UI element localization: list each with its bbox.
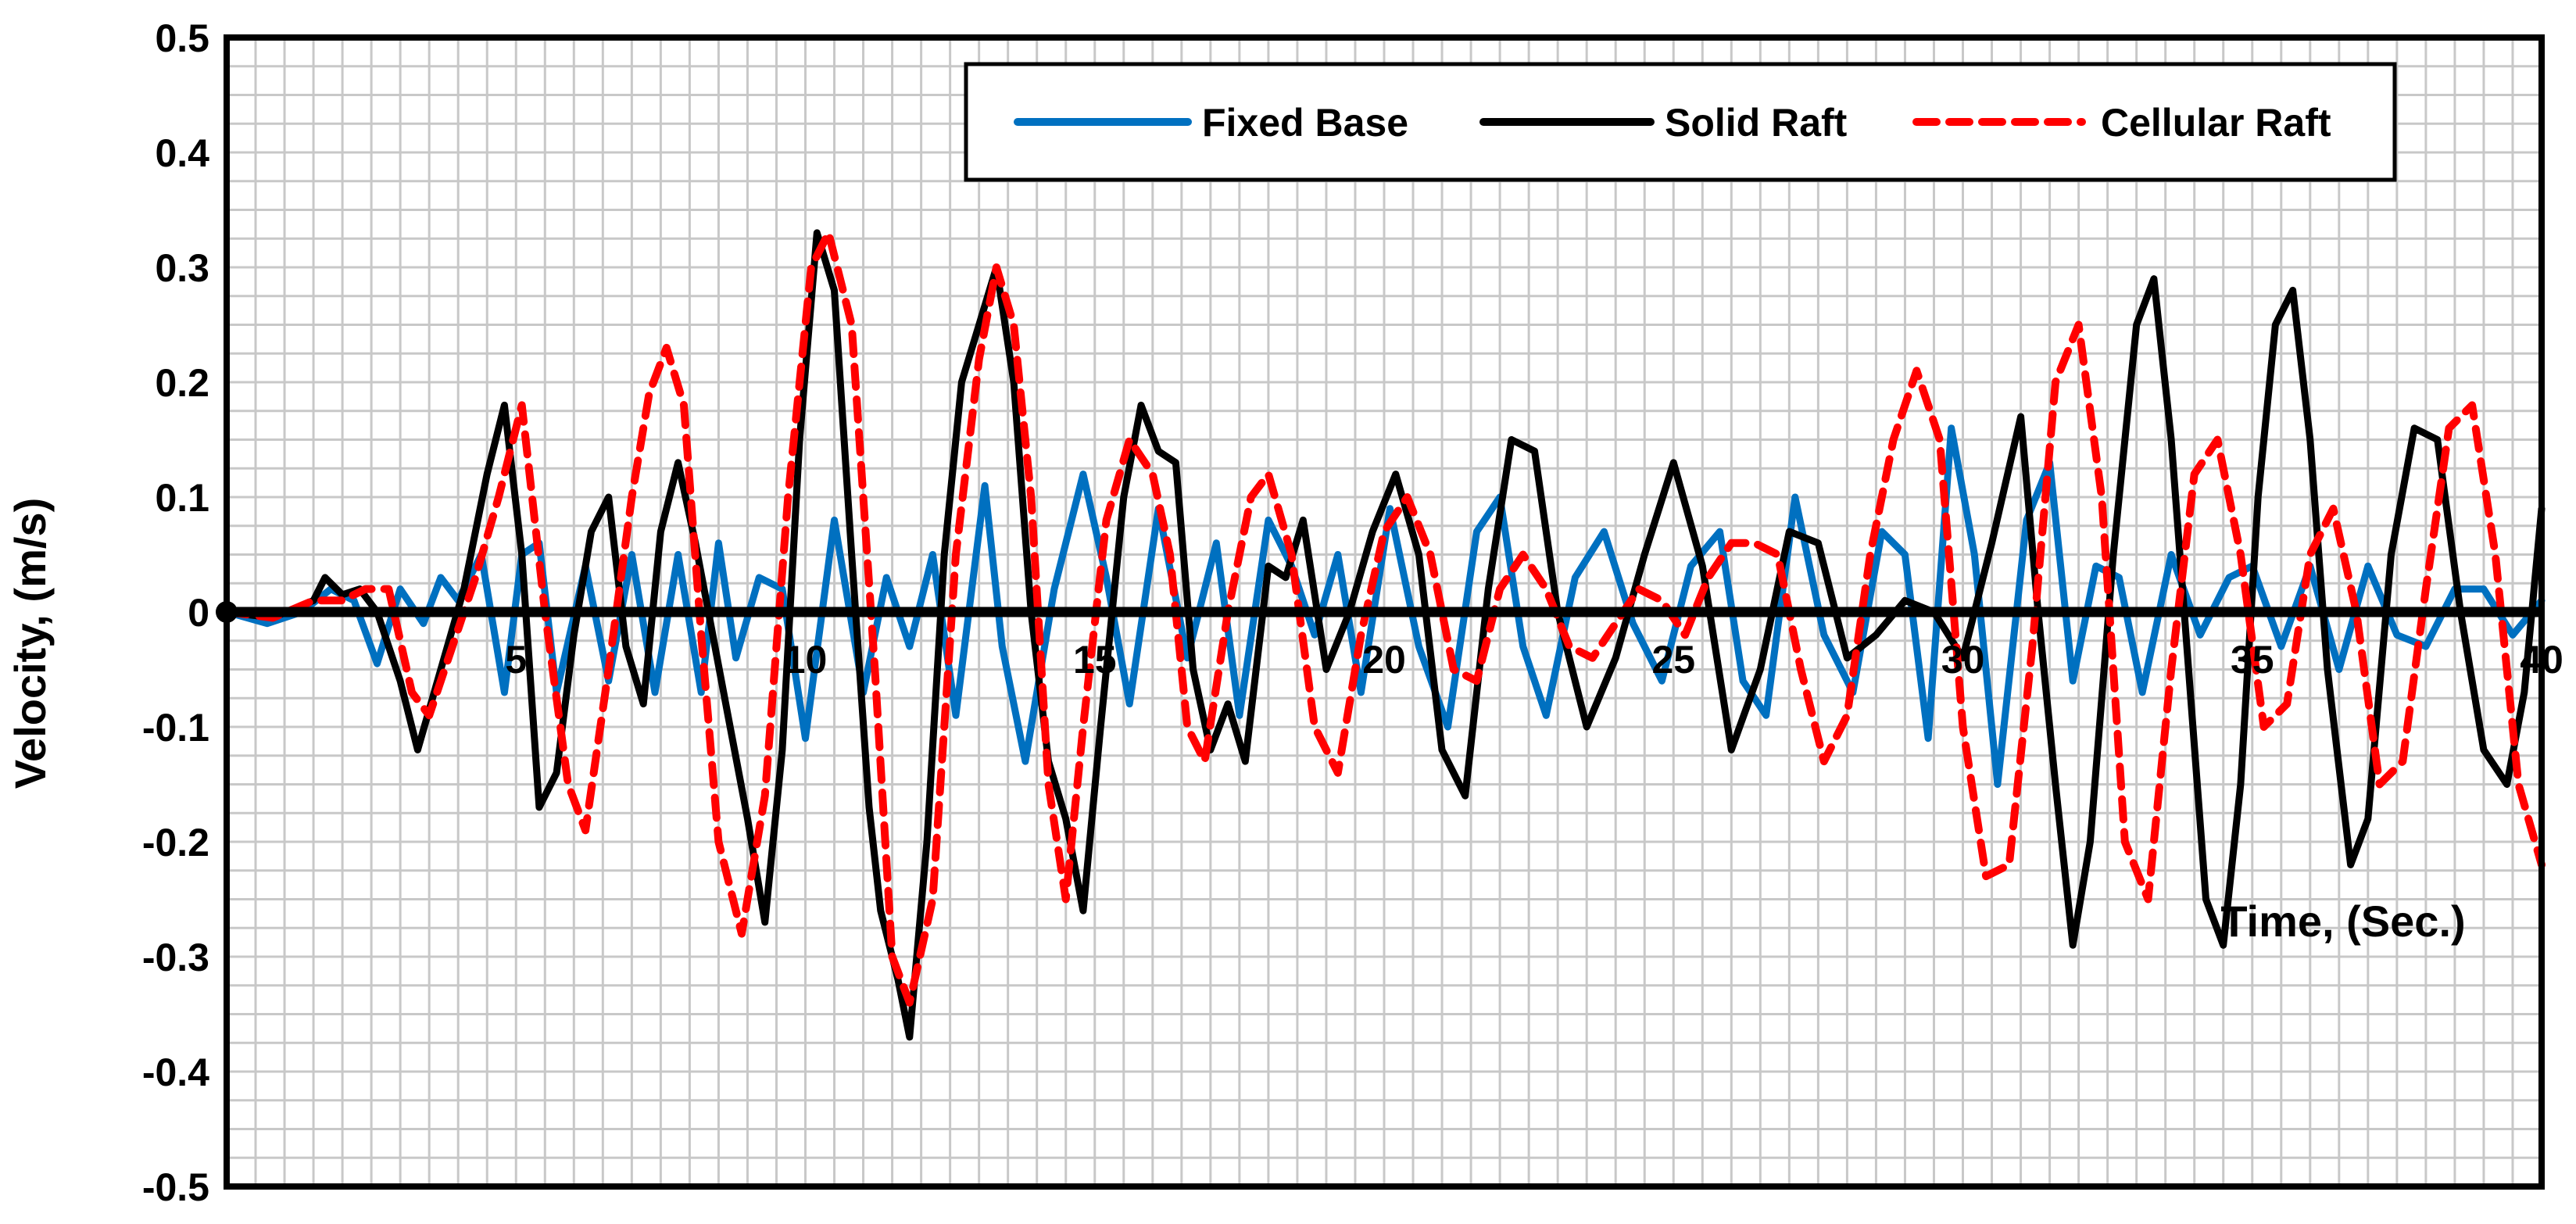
legend-label: Solid Raft — [1665, 101, 1848, 145]
y-tick-label: -0.3 — [142, 936, 209, 979]
plot-area-frame — [224, 34, 2545, 1190]
x-tick-label: 20 — [1362, 638, 1406, 682]
x-axis-title: Time, (Sec.) — [2220, 897, 2465, 946]
y-axis-ticks: 0.5 0.4 0.3 0.2 0.1 0 -0.1 -0.2 -0.3 -0.4 -0.5 — [142, 16, 209, 1209]
series-line-cellular-raft — [223, 228, 2546, 1007]
legend: Fixed Base Solid Raft Cellular Raft — [964, 62, 2397, 182]
x-tick-label: 40 — [2520, 638, 2563, 682]
y-tick-label: 0.4 — [155, 131, 209, 175]
y-tick-label: -0.1 — [142, 706, 209, 750]
x-tick-label: 25 — [1651, 638, 1695, 682]
y-tick-label: -0.2 — [142, 821, 209, 864]
y-tick-label: 0.1 — [155, 476, 209, 520]
x-axis-ticks: 5 10 15 20 25 30 35 40 — [505, 638, 2563, 682]
y-tick-label: 0.2 — [155, 361, 209, 405]
x-tick-label: 30 — [1941, 638, 1985, 682]
y-axis-title: Velocity, (m/s) — [5, 498, 55, 789]
y-tick-label: 0 — [188, 591, 209, 635]
x-tick-label: 15 — [1073, 638, 1117, 682]
series-layer — [223, 228, 2546, 1041]
legend-label: Cellular Raft — [2101, 101, 2331, 145]
y-tick-label: -0.5 — [142, 1165, 209, 1209]
y-tick-label: 0.5 — [155, 16, 209, 60]
y-tick-label: 0.3 — [155, 246, 209, 290]
y-tick-label: -0.4 — [142, 1050, 209, 1094]
series-line-fixed-base — [223, 424, 2546, 788]
x-tick-label: 10 — [784, 638, 828, 682]
x-tick-label: 5 — [505, 638, 527, 682]
x-tick-label: 35 — [2231, 638, 2274, 682]
legend-box — [964, 62, 2397, 182]
legend-label: Fixed Base — [1202, 101, 1408, 145]
